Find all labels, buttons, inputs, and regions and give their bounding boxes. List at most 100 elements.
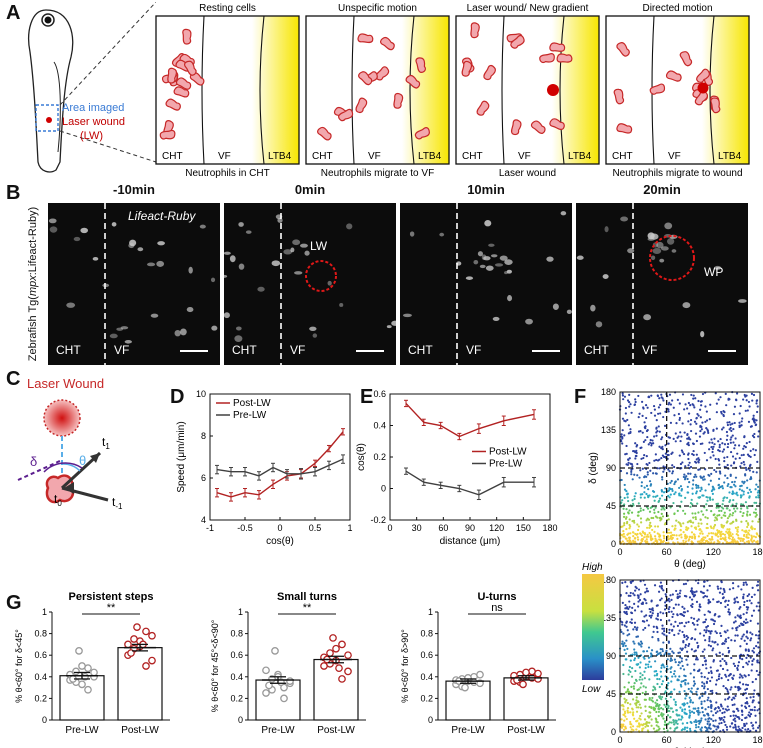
scatter-point: [645, 535, 648, 538]
scatter-point: [752, 609, 756, 612]
scatter-point: [688, 461, 691, 464]
scatter-point: [624, 412, 627, 415]
scatter-point: [686, 437, 689, 440]
scatter-point: [732, 413, 736, 416]
scatter-point: [744, 529, 748, 532]
scatter-point: [753, 689, 756, 692]
scatter-point: [691, 503, 694, 506]
scatter-point: [690, 648, 693, 651]
scatter-point: [699, 728, 702, 731]
scatter-point: [661, 648, 664, 651]
scatter-point: [732, 710, 736, 713]
scatter-point: [648, 526, 651, 529]
scatter-point: [713, 725, 716, 728]
scatter-point: [688, 705, 691, 708]
scatter-point: [727, 646, 730, 650]
scatter-point: [710, 538, 714, 541]
scatter-point: [688, 535, 691, 538]
scatter-point: [622, 705, 625, 708]
scatter-point: [661, 624, 664, 627]
scatter-point: [707, 644, 710, 647]
scatter-point: [729, 714, 732, 718]
scatter-point: [751, 708, 754, 711]
scatter-point: [700, 530, 703, 533]
scatter-point: [714, 516, 717, 519]
scatter-point: [642, 531, 645, 534]
scatter-point: [680, 613, 683, 616]
x-tick-label: 0: [617, 735, 622, 745]
scatter-point: [639, 706, 642, 709]
scatter-point: [738, 421, 741, 424]
scatter-point: [641, 400, 644, 403]
scatter-point: [679, 431, 682, 434]
scatter-point: [621, 581, 624, 584]
neutrophil-cell: [414, 127, 430, 140]
scatter-point: [751, 663, 754, 666]
scatter-point: [746, 510, 749, 513]
scatter-point: [699, 721, 702, 724]
x-tick-label: 90: [465, 523, 475, 533]
micrograph-cells: [576, 203, 747, 365]
scatter-point: [653, 670, 656, 673]
scatter-point: [703, 656, 706, 660]
scatter-point: [623, 434, 626, 437]
scatter-point: [658, 677, 661, 681]
scatter-point: [705, 509, 708, 512]
scatter-point: [730, 698, 734, 701]
data-point: [519, 680, 527, 689]
scatter-point: [623, 728, 626, 731]
scatter-point: [633, 625, 637, 629]
scatter-point: [696, 619, 699, 622]
scatter-point: [745, 631, 749, 634]
scatter-point: [693, 591, 696, 594]
scatter-point: [692, 707, 695, 710]
scatter-point: [752, 699, 755, 702]
scatter-point: [669, 487, 672, 491]
scatter-point: [648, 711, 651, 714]
scatter-point: [697, 486, 700, 489]
scatter-point: [734, 540, 737, 543]
scatter-point: [662, 399, 665, 402]
scatter-point: [661, 649, 664, 653]
region-ltb4: LTB4: [568, 151, 592, 162]
scatter-point: [732, 662, 735, 665]
scatter-point: [681, 422, 684, 425]
scatter-point: [648, 531, 651, 535]
scatter-point: [721, 657, 724, 661]
neutrophil-signal: [494, 263, 504, 267]
scatter-point: [636, 532, 639, 536]
scatter-point: [746, 608, 749, 611]
scatter-point: [694, 707, 697, 710]
scatter-point: [653, 499, 656, 502]
scatter-point: [695, 458, 698, 461]
scatter-point: [749, 712, 753, 716]
scatter-point: [726, 476, 729, 480]
box-caption-1: Neutrophils in CHT: [185, 168, 269, 179]
scatter-point: [756, 405, 759, 408]
scatter-point: [626, 629, 629, 632]
scatter-point: [739, 496, 743, 499]
neutrophil-cell: [461, 60, 473, 77]
data-point: [344, 651, 352, 660]
y-tick-label: 0: [428, 715, 433, 725]
scatter-point: [755, 483, 758, 486]
scatter-point: [742, 620, 746, 623]
scatter-point: [739, 485, 742, 488]
scatter-point: [648, 461, 651, 465]
scatter-point: [742, 490, 745, 493]
scatter-point: [633, 495, 636, 498]
scatter-point: [623, 488, 627, 491]
scatter-point: [671, 464, 674, 467]
scatter-point: [747, 674, 750, 677]
scatter-point: [658, 445, 661, 448]
scatter-point: [703, 580, 706, 583]
scatter-point: [688, 596, 692, 599]
scatter-point: [621, 499, 624, 502]
scatter-point: [626, 418, 629, 422]
scatter-point: [663, 703, 666, 706]
scatter-point: [658, 585, 661, 588]
scatter-point: [739, 653, 743, 656]
scatter-point: [625, 516, 628, 519]
scatter-point: [738, 676, 741, 679]
scatter-point: [709, 403, 712, 406]
